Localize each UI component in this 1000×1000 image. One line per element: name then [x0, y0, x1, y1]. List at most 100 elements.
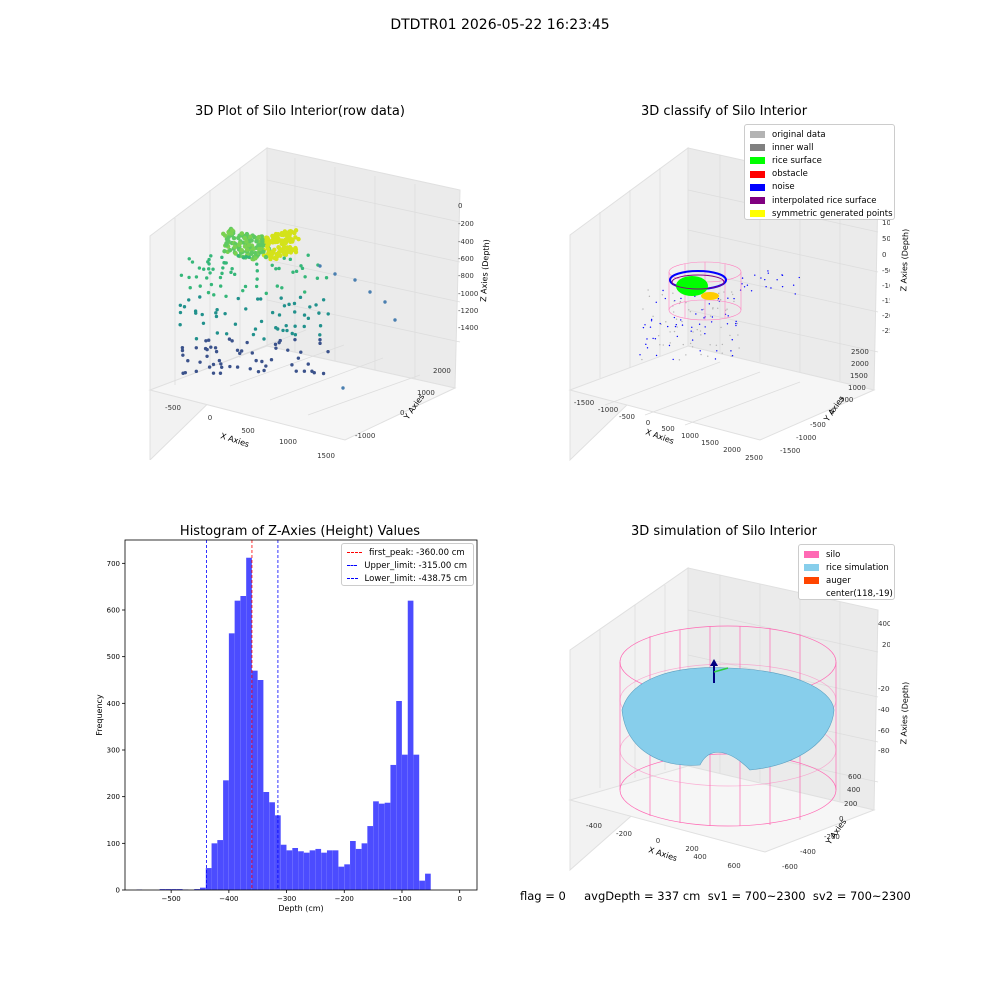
raw-point	[254, 284, 259, 289]
cls-point	[765, 286, 767, 288]
raw-point	[308, 305, 312, 309]
legend-label: obstacle	[772, 169, 808, 180]
raw-point	[306, 253, 310, 257]
hist-bar	[286, 850, 293, 890]
raw-point	[277, 313, 282, 317]
raw-point	[270, 237, 276, 242]
sim-ztick: -600	[878, 727, 890, 735]
cls-ytick: -1000	[796, 434, 816, 442]
legend-item: rice simulation	[804, 561, 889, 574]
legend-label: Lower_limit: -438.75 cm	[364, 573, 467, 584]
hist-ytick-label: 100	[107, 840, 120, 848]
legend-label: center(118,-19)	[826, 589, 893, 600]
cls-point	[691, 346, 694, 348]
legend-swatch	[804, 590, 819, 598]
raw-point	[255, 269, 259, 273]
cls-point	[733, 297, 735, 300]
raw-point	[207, 338, 211, 342]
sim-ytick: 600	[848, 773, 861, 781]
cls-point	[704, 326, 706, 328]
histogram-title: Histogram of Z-Axies (Height) Values	[179, 524, 421, 539]
legend-swatch	[750, 157, 765, 165]
raw-ztick: -1200	[458, 307, 478, 315]
cls-ztick: 500	[882, 235, 890, 243]
cls-point	[764, 278, 766, 281]
raw-point	[249, 250, 255, 255]
cls-point	[741, 277, 744, 279]
cls-point	[729, 334, 731, 337]
raw-point	[193, 309, 198, 313]
cls-point	[731, 293, 734, 296]
raw-point	[239, 247, 244, 253]
cls-point	[685, 301, 687, 304]
hist-bar	[165, 889, 172, 890]
cls-point	[662, 344, 664, 346]
raw-point	[273, 231, 279, 237]
raw-point	[208, 271, 212, 275]
hist-bar	[280, 844, 287, 890]
cls-point	[709, 344, 711, 346]
raw-point	[254, 239, 259, 244]
cls-ytick: 2000	[851, 360, 869, 368]
cls-yticks: -1500 -1000 -500 0 500 1000 1500 2000 25…	[780, 348, 869, 455]
cls-point	[680, 297, 682, 300]
cls-point	[676, 335, 679, 338]
raw-point	[218, 371, 223, 375]
cls-point	[676, 326, 678, 328]
cls-point	[700, 353, 702, 356]
cls-point	[681, 320, 683, 323]
raw-point	[239, 231, 245, 236]
sim-yticks: -600 -400 -200 0 200 400 600	[782, 773, 861, 871]
raw-point	[256, 369, 261, 374]
cls-point	[689, 342, 692, 345]
cls-point	[703, 317, 705, 319]
raw-point	[302, 313, 307, 317]
legend-label: rice surface	[772, 155, 822, 166]
raw-point	[244, 239, 249, 244]
cls-point	[781, 274, 784, 277]
raw-point	[230, 267, 234, 271]
raw-point	[275, 284, 280, 288]
cls-point	[716, 350, 718, 352]
legend-item: silo	[804, 548, 888, 561]
raw-point	[284, 323, 288, 328]
cls-point	[659, 322, 661, 325]
cls-xtick: 0	[646, 419, 650, 427]
raw-point	[244, 254, 249, 259]
raw-point	[318, 338, 322, 342]
raw-point	[198, 284, 202, 288]
cls-point	[650, 320, 653, 322]
hist-bar	[367, 826, 374, 890]
cls-point	[661, 294, 664, 296]
raw-point	[318, 324, 323, 328]
cls-point	[719, 299, 722, 301]
legend-label: first_peak: -360.00 cm	[369, 547, 465, 558]
raw-point	[186, 359, 190, 363]
classify-legend: original data inner wall rice surface obsta…	[744, 124, 895, 220]
cls-point	[712, 308, 714, 310]
raw-point	[187, 298, 191, 302]
cls-point	[647, 289, 649, 291]
raw-point	[273, 342, 278, 347]
sim-xtick: -400	[586, 822, 602, 830]
hist-bar	[390, 764, 397, 890]
cls-ztick: -1500	[882, 297, 890, 305]
raw-point	[194, 337, 199, 341]
cls-grid	[599, 155, 879, 426]
raw-point	[211, 362, 216, 367]
cls-point	[688, 309, 690, 311]
raw-point	[279, 241, 284, 247]
raw-point	[224, 332, 229, 336]
hist-bar	[234, 600, 241, 890]
cls-point	[690, 330, 692, 332]
cls-point	[717, 307, 719, 310]
cls-point	[669, 342, 671, 344]
raw-xtick: 0	[208, 414, 212, 422]
raw-point	[202, 267, 206, 271]
raw-point	[383, 300, 387, 304]
cls-ytick: 500	[840, 396, 853, 404]
sim-ztick: -400	[878, 706, 890, 714]
raw-point	[209, 345, 213, 349]
raw-point	[321, 298, 326, 302]
raw-point	[194, 346, 198, 350]
